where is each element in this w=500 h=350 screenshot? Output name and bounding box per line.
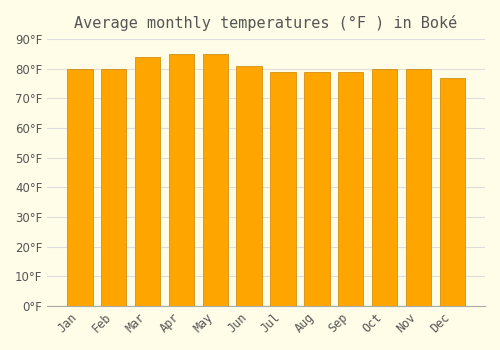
Bar — [440, 78, 465, 306]
Bar — [372, 69, 398, 306]
Title: Average monthly temperatures (°F ) in Boké: Average monthly temperatures (°F ) in Bo… — [74, 15, 458, 31]
Bar — [406, 69, 431, 306]
Bar — [202, 54, 228, 306]
Bar — [168, 54, 194, 306]
Bar — [101, 69, 126, 306]
Bar — [270, 72, 296, 306]
Bar — [304, 72, 330, 306]
Bar — [135, 57, 160, 306]
Bar — [338, 72, 363, 306]
Bar — [67, 69, 92, 306]
Bar — [236, 66, 262, 306]
